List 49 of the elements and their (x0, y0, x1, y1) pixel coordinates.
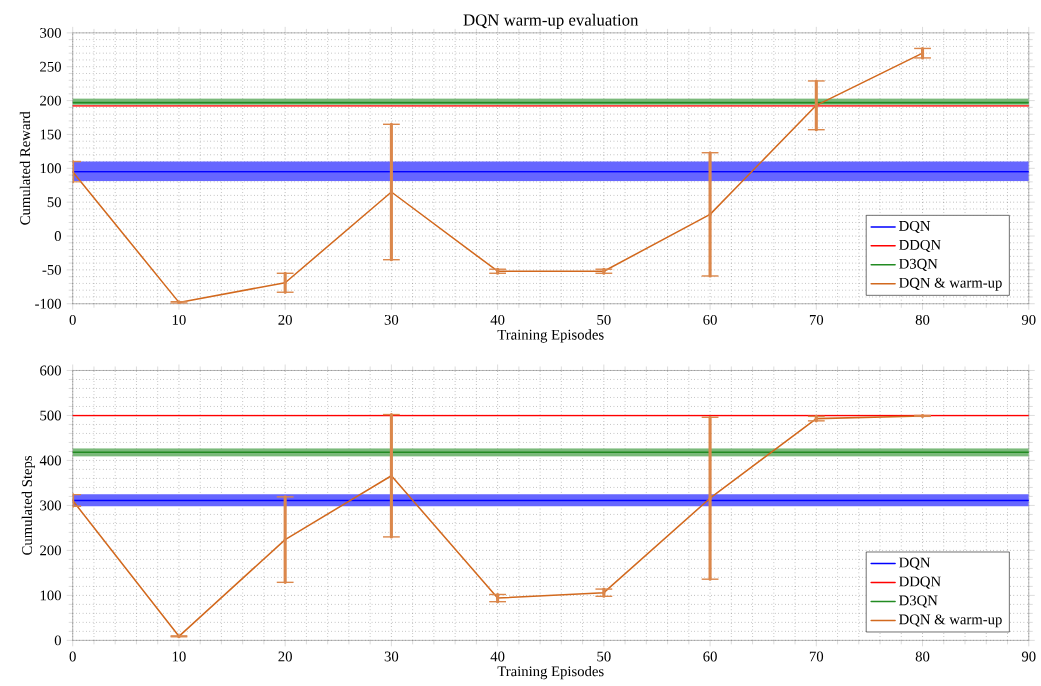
legend-label: DQN & warm-up (899, 614, 1002, 628)
x-tick-label: 20 (278, 314, 292, 325)
y-axis-title: Cumulated Steps (21, 455, 36, 555)
y-tick-label: 150 (40, 129, 61, 140)
y-tick-label: 500 (40, 410, 61, 421)
y-tick-label: 100 (40, 163, 61, 174)
legend-label: DQN & warm-up (899, 277, 1002, 291)
x-tick-label: 80 (915, 651, 930, 662)
y-tick-label: 600 (40, 365, 61, 376)
y-tick-label: 50 (47, 197, 61, 208)
x-tick-label: 10 (172, 651, 186, 662)
x-tick-label: 0 (69, 314, 76, 325)
y-tick-label: 0 (54, 635, 61, 646)
legend-label: D3QN (899, 258, 938, 271)
x-tick-label: 40 (490, 314, 505, 325)
y-tick-label: 200 (40, 95, 61, 106)
x-tick-label: 60 (703, 651, 717, 662)
x-axis-title: Training Episodes (497, 329, 604, 343)
y-tick-label: 300 (40, 500, 61, 511)
y-axis-title: Cumulated Reward (19, 111, 31, 225)
x-tick-label: 70 (809, 314, 824, 325)
y-tick-label: 100 (40, 590, 61, 601)
x-axis-title: Training Episodes (497, 665, 604, 680)
x-tick-label: 30 (384, 651, 399, 662)
legend-label: DDQN (899, 239, 941, 252)
legend-label: DQN (899, 557, 931, 570)
x-tick-label: 50 (597, 651, 611, 662)
y-tick-label: 200 (40, 545, 61, 556)
x-tick-label: 60 (703, 314, 717, 325)
y-tick-label: 250 (40, 61, 61, 72)
y-tick-label: -50 (42, 264, 61, 275)
y-tick-label: -100 (35, 298, 61, 309)
x-tick-label: 50 (597, 314, 611, 325)
y-tick-label: 0 (54, 230, 61, 241)
y-tick-label: 300 (40, 27, 61, 38)
x-tick-label: 70 (809, 651, 824, 662)
x-tick-label: 90 (1021, 651, 1036, 662)
x-tick-label: 10 (172, 314, 186, 325)
x-tick-label: 0 (69, 651, 76, 662)
x-tick-label: 40 (490, 651, 505, 662)
x-tick-label: 20 (278, 651, 292, 662)
legend-label: DQN (899, 220, 931, 233)
x-tick-label: 30 (384, 314, 399, 325)
y-tick-label: 400 (39, 455, 61, 466)
x-tick-label: 90 (1021, 314, 1036, 325)
x-tick-label: 80 (915, 314, 930, 325)
legend-label: DDQN (899, 576, 941, 589)
chart-title: DQN warm-up evaluation (463, 13, 639, 30)
legend-label: D3QN (899, 595, 938, 608)
